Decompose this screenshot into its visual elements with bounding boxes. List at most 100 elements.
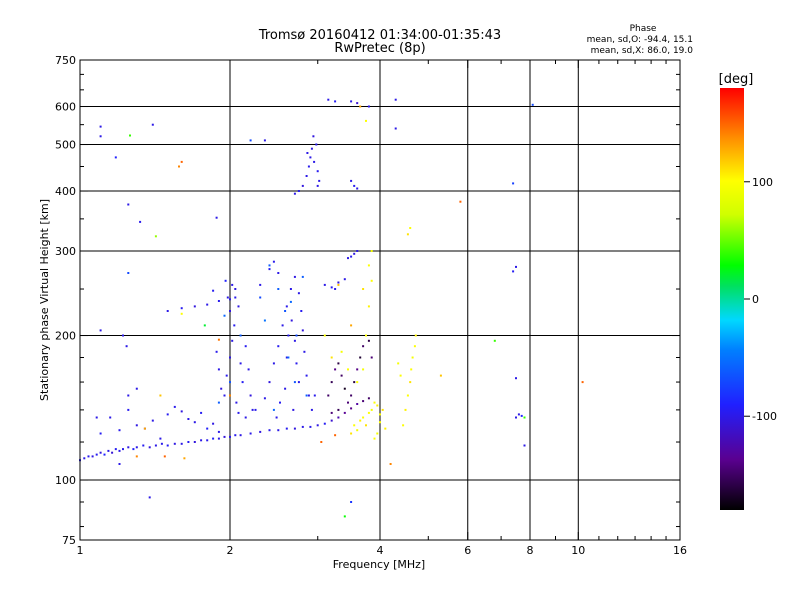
data-point [399, 374, 402, 377]
y-tick-label: 600 [55, 101, 76, 114]
data-point [356, 187, 359, 190]
data-point [376, 404, 379, 407]
data-point [293, 381, 296, 384]
data-point [212, 289, 215, 292]
data-point [334, 288, 337, 290]
data-point [367, 105, 370, 108]
data-point [241, 381, 244, 384]
data-point [293, 339, 296, 342]
y-tick-label: 75 [62, 534, 76, 547]
data-point [206, 439, 209, 442]
data-point [118, 429, 121, 432]
data-point [356, 381, 359, 384]
data-point [297, 190, 300, 192]
data-point [337, 408, 340, 411]
data-point [163, 455, 166, 458]
data-point [350, 394, 353, 397]
data-point [330, 411, 333, 414]
data-point [404, 408, 407, 411]
data-point [337, 281, 340, 284]
data-point [247, 368, 250, 371]
data-point [305, 374, 308, 377]
data-point [356, 250, 359, 252]
data-point [347, 257, 349, 260]
data-point [343, 278, 346, 281]
data-point [200, 439, 203, 442]
data-point [365, 119, 367, 122]
data-point [254, 408, 257, 411]
data-point [350, 179, 353, 182]
data-point [337, 416, 340, 419]
data-point [301, 184, 304, 187]
data-point [334, 100, 337, 103]
data-point [316, 184, 319, 187]
data-point [125, 345, 128, 348]
data-point [365, 334, 367, 337]
data-point [237, 411, 240, 414]
y-tick-label: 100 [55, 474, 76, 487]
data-point [173, 405, 176, 408]
data-point [531, 103, 534, 106]
data-point [327, 394, 330, 397]
data-point [281, 324, 284, 327]
y-tick-label: 200 [55, 330, 76, 343]
data-point [367, 264, 370, 267]
data-point [316, 170, 319, 173]
data-point [362, 400, 365, 403]
stats-heading: Phase [630, 24, 657, 34]
data-point [295, 362, 298, 365]
data-point [373, 437, 376, 440]
data-point [284, 387, 287, 390]
data-point [135, 387, 138, 390]
data-point [365, 424, 367, 427]
data-point [359, 356, 362, 359]
data-point [287, 334, 290, 337]
data-point [303, 350, 306, 353]
data-point [87, 455, 90, 458]
data-point [180, 312, 183, 315]
data-point [234, 296, 237, 299]
data-point [309, 425, 312, 428]
data-point [318, 179, 321, 182]
data-point [301, 275, 304, 278]
data-point [114, 156, 117, 159]
data-point [122, 448, 124, 451]
data-point [512, 182, 515, 185]
data-point [384, 427, 387, 430]
data-point [212, 437, 215, 440]
data-point [148, 496, 151, 499]
data-point [183, 457, 186, 460]
data-point [235, 401, 238, 404]
data-point [305, 175, 308, 177]
data-point [127, 203, 130, 206]
data-point [340, 350, 343, 353]
data-point [306, 152, 309, 154]
data-point [127, 408, 130, 411]
data-point [272, 260, 275, 263]
data-point [129, 134, 131, 137]
data-point [362, 368, 365, 371]
data-point [229, 435, 231, 438]
x-axis-label: Frequency [MHz] [333, 558, 425, 571]
data-point [414, 334, 417, 337]
data-point [343, 387, 346, 390]
data-point [307, 165, 310, 168]
data-point [107, 449, 110, 452]
data-point [411, 356, 414, 359]
data-point [159, 437, 162, 440]
data-point [249, 432, 252, 435]
data-point [290, 319, 293, 322]
chart-subtitle: RwPretec (8p) [334, 41, 425, 56]
data-point [231, 283, 234, 286]
data-point [356, 429, 359, 432]
data-point [217, 401, 220, 404]
data-point [389, 463, 392, 465]
data-point [297, 381, 300, 384]
colorbar [720, 88, 744, 510]
data-point [263, 139, 266, 142]
data-point [323, 283, 326, 286]
data-point [217, 300, 220, 302]
y-tick-label: 300 [55, 245, 76, 258]
data-point [223, 394, 226, 397]
